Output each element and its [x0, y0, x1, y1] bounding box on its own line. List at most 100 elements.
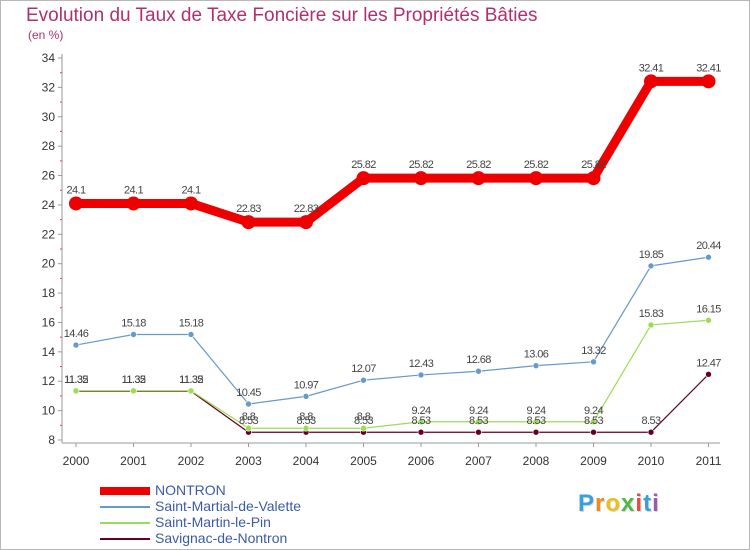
data-label: 25.82	[351, 159, 376, 171]
legend-label: Saint-Martin-le-Pin	[155, 514, 271, 530]
data-point	[475, 367, 482, 375]
data-label: 25.82	[409, 159, 434, 171]
data-point	[187, 387, 195, 395]
data-label: 11.32	[64, 374, 88, 386]
y-tick-label: 30	[42, 110, 56, 124]
data-label: 20.44	[696, 240, 721, 252]
data-point	[417, 428, 425, 436]
data-point	[705, 371, 712, 378]
data-label: 12.07	[351, 363, 376, 375]
data-label: 10.45	[236, 387, 261, 399]
legend-swatch	[100, 538, 150, 540]
data-point	[126, 196, 141, 211]
data-point	[647, 262, 655, 270]
y-tick-label: 28	[42, 139, 56, 153]
data-point	[471, 171, 486, 186]
data-point	[184, 196, 198, 211]
y-axis-unit-label: (en %)	[28, 28, 64, 42]
y-tick-label: 32	[42, 80, 56, 94]
data-label: 15.18	[121, 318, 146, 330]
x-tick-label: 2008	[523, 454, 550, 468]
legend-label: Savignac-de-Nontron	[155, 530, 288, 546]
y-tick-label: 16	[42, 315, 56, 329]
data-label: 8.53	[584, 415, 603, 427]
legend-label: Saint-Martial-de-Valette	[155, 498, 302, 514]
y-tick-label: 20	[42, 257, 56, 271]
x-tick-label: 2007	[465, 454, 492, 468]
data-label: 32.41	[696, 62, 721, 74]
y-tick-label: 14	[42, 345, 56, 359]
data-label: 24.1	[181, 184, 200, 196]
y-tick-label: 18	[42, 286, 56, 300]
data-label: 8.53	[354, 415, 373, 427]
data-label: 11.32	[122, 374, 146, 386]
data-label: 19.85	[639, 249, 664, 261]
x-tick-label: 2010	[638, 454, 665, 468]
data-label: 9.24	[584, 405, 603, 417]
data-point	[590, 358, 597, 366]
data-label: 11.35	[179, 374, 203, 386]
data-point	[356, 171, 371, 186]
data-label: 15.18	[179, 318, 204, 330]
chart-title: Evolution du Taux de Taxe Foncière sur l…	[26, 5, 538, 26]
data-label: 12.68	[466, 354, 491, 366]
series-line-savignac-de-nontron	[75, 373, 710, 433]
data-point	[417, 418, 425, 426]
data-point	[590, 428, 597, 436]
y-tick-label: 10	[42, 404, 56, 418]
data-point	[414, 171, 428, 186]
x-tick-label: 2004	[293, 454, 320, 468]
data-label: 8.53	[411, 415, 430, 427]
data-label: 32.41	[639, 62, 664, 74]
data-point	[72, 387, 80, 395]
x-tick-label: 2006	[408, 454, 435, 468]
data-point	[590, 418, 597, 426]
y-tick-label: 22	[42, 227, 56, 241]
data-point	[586, 171, 601, 186]
data-label: 8.53	[469, 415, 488, 427]
data-label: 24.1	[66, 184, 85, 196]
data-label: 13.32	[581, 345, 606, 357]
data-label: 22.83	[294, 203, 319, 215]
data-point	[475, 428, 482, 436]
x-tick-label: 2003	[235, 454, 262, 468]
legend-label: NONTRON	[155, 482, 226, 498]
legend-swatch	[100, 487, 150, 495]
proxiti-logo: Proxiti	[578, 490, 660, 517]
data-label: 8.8	[299, 411, 313, 423]
data-point	[475, 418, 482, 426]
data-label: 8.53	[239, 415, 258, 427]
data-point	[647, 428, 655, 436]
data-label: 25.82	[466, 159, 491, 171]
x-tick-label: 2001	[120, 454, 147, 468]
data-label: 15.83	[639, 308, 664, 320]
data-label: 24.1	[124, 184, 143, 196]
data-point	[302, 393, 310, 400]
y-tick-label: 8	[48, 433, 55, 447]
data-point	[69, 196, 83, 211]
data-label: 10.97	[294, 379, 319, 391]
series-line-saint-martin-le-pin	[75, 319, 710, 429]
data-label: 13.06	[524, 349, 549, 361]
data-point	[130, 387, 137, 395]
data-point	[529, 171, 543, 186]
data-label: 22.83	[236, 203, 261, 215]
data-point	[644, 74, 658, 89]
data-label: 9.24	[469, 405, 488, 417]
data-label: 8.8	[242, 411, 256, 423]
data-label: 11.32	[179, 374, 203, 386]
data-point	[705, 253, 712, 261]
y-tick-label: 26	[42, 169, 56, 183]
data-point	[302, 424, 310, 432]
data-label: 9.24	[411, 405, 430, 417]
data-point	[360, 376, 367, 384]
data-point	[130, 331, 137, 338]
data-label: 8.53	[296, 415, 315, 427]
data-point	[245, 424, 252, 432]
x-tick-label: 2009	[580, 454, 607, 468]
data-point	[647, 321, 655, 329]
data-label: 11.35	[122, 374, 146, 386]
series-line-saint-martial-de-valette	[75, 256, 710, 405]
